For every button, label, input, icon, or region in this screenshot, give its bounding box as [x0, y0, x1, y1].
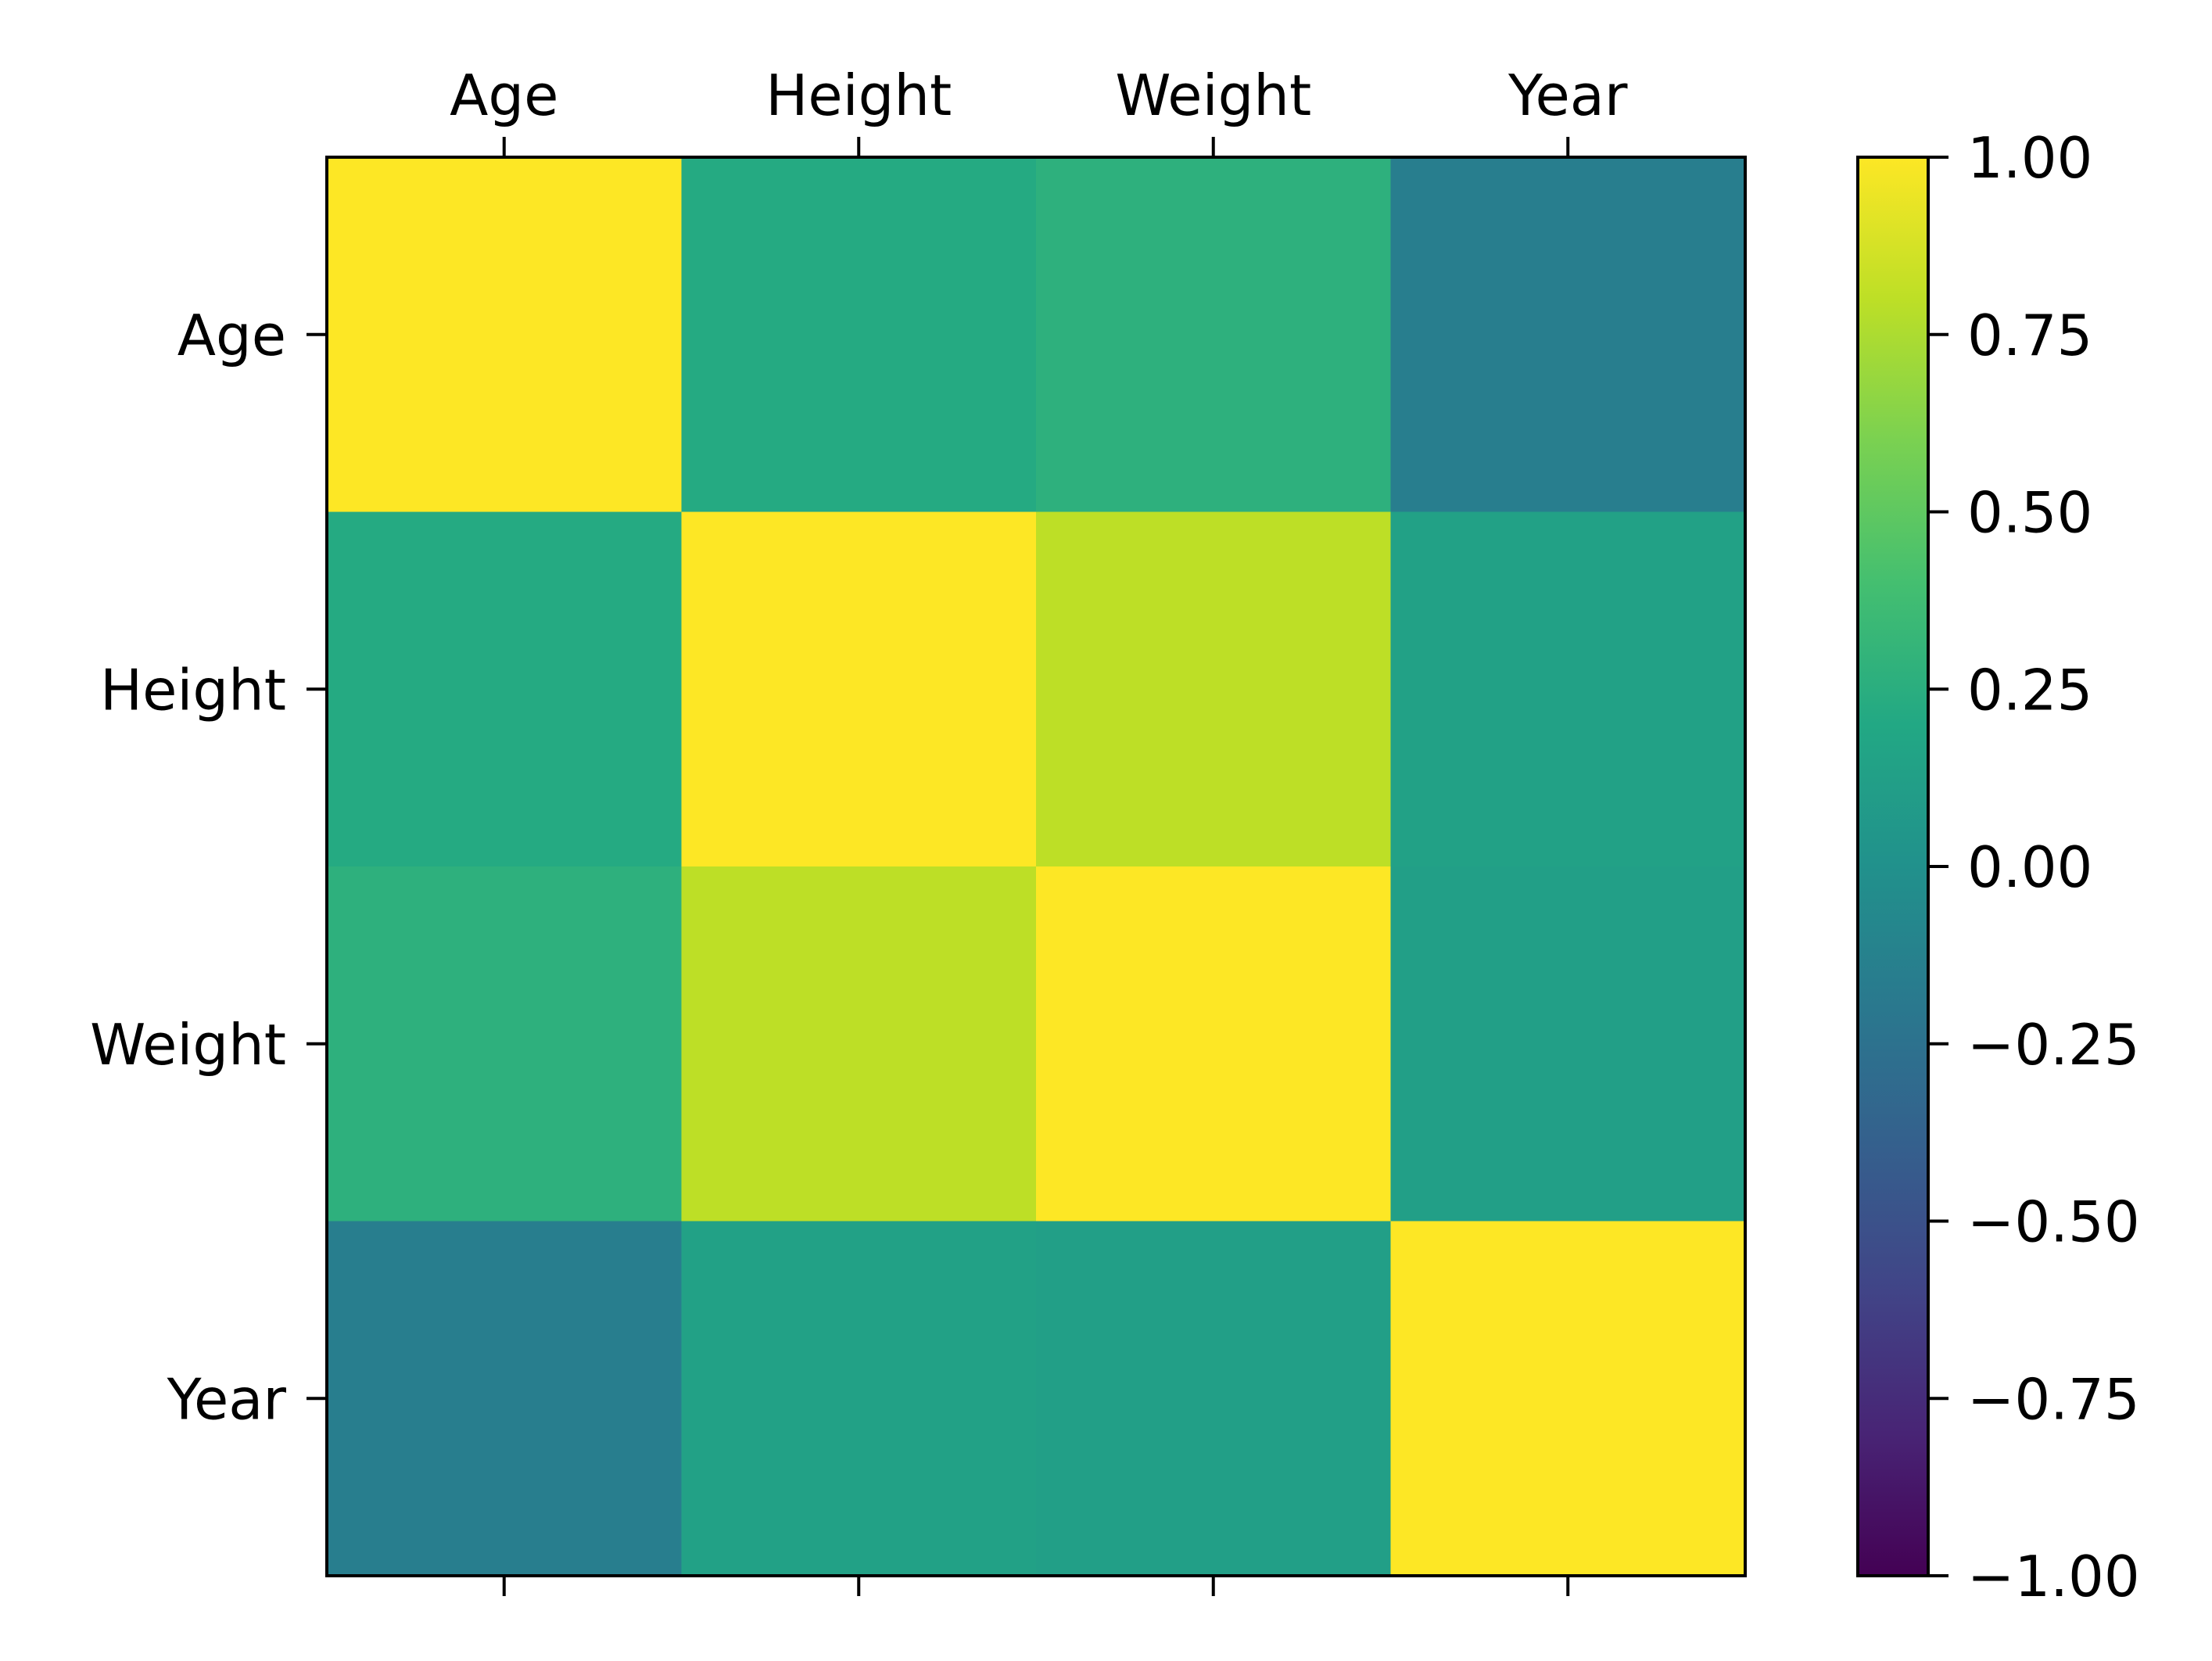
colorbar-ticks: 1.00 0.75 0.50 0.25 0.00 −0.25 −0.50 −0.75 −1.00 [1928, 125, 2140, 1609]
heatmap-cells [327, 157, 1746, 1577]
colorbar-tick-label: −1.00 [1967, 1544, 2140, 1609]
heatmap-cell-height-year [1390, 511, 1746, 867]
heatmap-cell-year-year [1390, 1221, 1746, 1577]
heatmap-cell-age-weight [1036, 157, 1391, 512]
heatmap-cell-weight-age [327, 866, 682, 1222]
heatmap-cell-weight-height [681, 866, 1037, 1222]
heatmap-cell-year-height [681, 1221, 1037, 1577]
colorbar-tick-label: 1.00 [1967, 125, 2092, 191]
heatmap-cell-year-weight [1036, 1221, 1391, 1577]
colorbar-tick-label: 0.75 [1967, 303, 2092, 368]
y-axis: Age Height Weight Year [90, 303, 327, 1432]
x-tick-label: Height [765, 63, 952, 128]
heatmap-cell-weight-year [1390, 866, 1746, 1222]
colorbar-tick-label: 0.25 [1967, 657, 2092, 723]
x-axis-bottom [502, 1576, 1570, 1596]
heatmap-cell-year-age [327, 1221, 682, 1577]
heatmap-cell-age-height [681, 157, 1037, 512]
heatmap-cell-age-year [1390, 157, 1746, 512]
heatmap-cell-height-height [681, 511, 1037, 867]
colorbar-tick-label: −0.50 [1967, 1189, 2140, 1255]
y-tick-label: Height [100, 657, 286, 723]
x-tick-label: Age [450, 63, 558, 128]
colorbar-tick-label: 0.50 [1967, 480, 2092, 546]
heatmap-cell-height-age [327, 511, 682, 867]
x-axis-top: Age Height Weight Year [450, 63, 1628, 157]
x-tick-label: Weight [1115, 63, 1311, 128]
x-tick-label: Year [1508, 63, 1628, 128]
heatmap-cell-height-weight [1036, 511, 1391, 867]
colorbar-tick-label: 0.00 [1967, 834, 2092, 900]
plot-frame [325, 156, 1747, 1577]
heatmap-cell-age-age [327, 157, 682, 512]
heatmap-cell-weight-weight [1036, 866, 1391, 1222]
colorbar-tick-label: −0.75 [1967, 1366, 2140, 1432]
colorbar-tick-label: −0.25 [1967, 1012, 2140, 1078]
colorbar-gradient [1858, 157, 1928, 1576]
colorbar: 1.00 0.75 0.50 0.25 0.00 −0.25 −0.50 −0.75 −1.00 [1856, 125, 2140, 1609]
y-tick-label: Age [177, 303, 286, 368]
y-tick-label: Weight [90, 1012, 286, 1078]
y-tick-label: Year [167, 1366, 287, 1432]
